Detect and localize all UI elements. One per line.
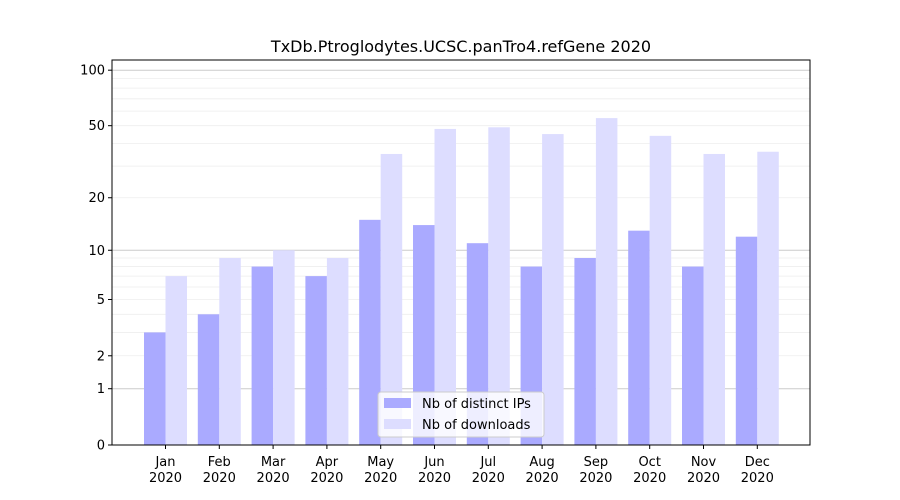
legend-label: Nb of distinct IPs — [422, 397, 531, 412]
x-tick-label: 2020 — [149, 471, 182, 486]
bar-distinct-ips — [197, 314, 220, 445]
x-tick-label: 2020 — [310, 471, 343, 486]
bar-downloads — [380, 153, 403, 445]
bar-downloads — [219, 258, 241, 445]
x-tick-label: Sep — [584, 455, 609, 470]
x-tick-label: Jan — [154, 455, 175, 470]
bar-downloads — [542, 134, 564, 446]
x-tick-label: 2020 — [203, 471, 236, 486]
x-tick-label: 2020 — [633, 471, 666, 486]
bar-distinct-ips — [251, 266, 274, 445]
x-tick-label: Nov — [691, 455, 717, 470]
x-tick-label: Jun — [423, 455, 444, 470]
bar-distinct-ips — [735, 236, 758, 445]
bar-distinct-ips — [413, 225, 435, 445]
x-tick-label: Jul — [479, 455, 496, 470]
x-tick-label: 2020 — [741, 471, 774, 486]
y-tick-label: 100 — [80, 64, 105, 79]
bar-downloads — [165, 276, 187, 445]
bar-distinct-ips — [305, 276, 327, 445]
x-tick-label: Dec — [745, 455, 770, 470]
bar-downloads — [326, 258, 349, 445]
x-tick-label: 2020 — [472, 471, 505, 486]
bar-downloads — [757, 151, 779, 445]
chart-title: TxDb.Ptroglodytes.UCSC.panTro4.refGene 2… — [270, 37, 651, 56]
x-tick-label: 2020 — [526, 471, 559, 486]
bar-downloads — [649, 135, 672, 446]
legend-swatch — [384, 419, 411, 429]
bar-downloads — [703, 153, 725, 445]
x-tick-label: Aug — [529, 455, 554, 470]
legend-swatch — [384, 398, 411, 408]
x-tick-label: 2020 — [364, 471, 397, 486]
y-tick-label: 2 — [97, 349, 105, 364]
x-tick-label: 2020 — [687, 471, 720, 486]
bar-downloads — [595, 118, 618, 445]
bar-distinct-ips — [574, 258, 596, 445]
legend-box — [377, 391, 545, 438]
x-tick-label: Oct — [638, 455, 660, 470]
bar-downloads — [434, 128, 456, 445]
bar-distinct-ips — [359, 219, 381, 445]
bar-distinct-ips — [144, 332, 166, 445]
y-tick-label: 5 — [97, 293, 105, 308]
legend-label: Nb of downloads — [422, 418, 531, 433]
y-tick-label: 20 — [88, 191, 105, 206]
y-tick-label: 10 — [88, 244, 105, 259]
x-tick-label: Mar — [261, 455, 286, 470]
legend: Nb of distinct IPs Nb of downloads — [377, 391, 545, 438]
x-tick-label: 2020 — [579, 471, 612, 486]
bar-downloads — [488, 127, 510, 446]
x-tick-label: 2020 — [418, 471, 451, 486]
y-tick-label: 50 — [88, 119, 105, 134]
y-tick-label: 0 — [97, 439, 105, 454]
bar-downloads — [273, 250, 295, 445]
x-tick-label: 2020 — [257, 471, 290, 486]
plot-frame — [111, 59, 811, 446]
bar-distinct-ips — [682, 266, 704, 445]
x-tick-label: Feb — [208, 455, 231, 470]
x-tick-label: Apr — [316, 455, 339, 470]
bar-distinct-ips — [628, 230, 650, 445]
x-tick-label: May — [367, 455, 394, 470]
y-tick-label: 1 — [97, 382, 105, 397]
